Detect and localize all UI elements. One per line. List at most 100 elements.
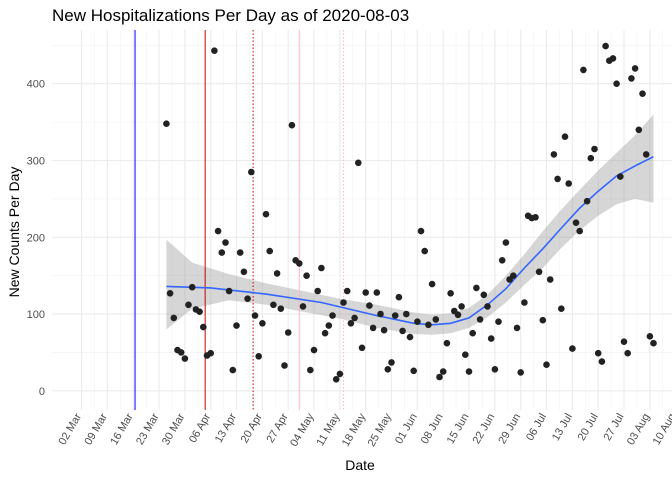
data-point: [373, 289, 381, 296]
data-point: [166, 290, 174, 297]
data-point: [347, 320, 355, 327]
x-axis-title: Date: [345, 457, 375, 473]
data-point: [462, 351, 469, 359]
data-point: [340, 299, 347, 306]
data-point: [207, 349, 214, 357]
data-point: [266, 247, 274, 255]
confidence-band: [166, 114, 654, 335]
data-point: [358, 344, 366, 352]
data-point: [200, 323, 207, 331]
data-point: [380, 326, 388, 334]
y-tick-label: 300: [27, 156, 45, 168]
data-point: [550, 151, 558, 158]
x-tick-label: 02 Mar: [57, 411, 85, 447]
data-point: [609, 55, 617, 62]
data-point: [395, 293, 403, 301]
data-point: [465, 368, 473, 375]
data-point: [284, 329, 292, 336]
data-point: [443, 339, 451, 347]
y-axis-ticks: 0 100 200 300 400: [27, 79, 45, 398]
data-point: [439, 368, 447, 375]
data-point: [543, 361, 550, 369]
data-point: [318, 264, 325, 272]
data-point: [277, 305, 285, 313]
data-point: [229, 366, 237, 374]
data-point: [255, 353, 262, 360]
data-point: [185, 301, 192, 309]
data-point: [403, 310, 410, 318]
data-point: [391, 312, 399, 319]
data-point: [484, 303, 491, 310]
data-point: [366, 302, 373, 309]
data-point: [273, 270, 281, 277]
data-point: [617, 173, 624, 180]
x-tick-label: 20 Jul: [576, 412, 601, 443]
data-point: [414, 318, 421, 326]
chart-title: New Hospitalizations Per Day as of 2020-…: [52, 6, 410, 25]
x-tick-label: 29 Jun: [496, 412, 523, 447]
x-tick-label: 08 Jun: [419, 412, 446, 447]
x-tick-label: 03 Aug: [625, 412, 653, 448]
data-point: [281, 362, 288, 369]
data-point: [598, 358, 606, 365]
data-point: [561, 133, 569, 140]
data-point: [325, 322, 333, 329]
data-point: [628, 75, 635, 82]
data-point: [613, 80, 620, 87]
data-point: [620, 338, 628, 346]
data-point: [425, 321, 432, 329]
data-point: [513, 324, 521, 332]
data-point: [517, 369, 524, 376]
data-point: [170, 314, 178, 322]
x-tick-label: 11 May: [314, 411, 342, 448]
data-point: [469, 329, 477, 337]
data-point: [248, 168, 255, 176]
data-point: [635, 126, 643, 134]
data-point: [436, 373, 443, 381]
x-tick-label: 10 Aug: [651, 412, 672, 448]
x-tick-label: 23 Mar: [134, 411, 162, 447]
data-point: [447, 290, 454, 297]
x-tick-label: 09 Mar: [82, 411, 110, 447]
data-point: [296, 260, 303, 267]
data-point: [454, 311, 462, 319]
data-point: [569, 345, 576, 352]
grid-minor: [52, 30, 672, 410]
x-tick-label: 15 Jun: [445, 411, 472, 446]
data-point: [369, 324, 377, 332]
data-point: [410, 367, 418, 375]
y-tick-label: 400: [27, 79, 45, 91]
data-point: [362, 289, 370, 296]
data-point: [332, 376, 340, 383]
x-tick-label: 27 Apr: [264, 411, 290, 445]
data-point: [487, 335, 495, 342]
x-tick-label: 04 May: [288, 411, 317, 449]
data-point: [343, 287, 351, 295]
data-point: [572, 219, 580, 226]
y-tick-label: 200: [27, 232, 45, 244]
data-point: [181, 355, 189, 362]
data-point: [321, 329, 329, 337]
data-point: [521, 299, 528, 306]
data-point: [458, 303, 465, 310]
data-point: [240, 268, 248, 276]
data-point: [594, 349, 602, 357]
data-point: [329, 312, 336, 319]
x-tick-label: 06 Jul: [524, 411, 549, 442]
x-tick-label: 22 Jun: [471, 412, 498, 447]
data-point: [177, 349, 185, 356]
data-point: [314, 287, 322, 295]
data-point: [351, 314, 358, 322]
data-point: [406, 333, 414, 341]
data-point: [476, 316, 484, 323]
data-point: [299, 303, 307, 310]
grid-major: [52, 30, 672, 410]
data-point: [587, 154, 595, 162]
data-point: [384, 366, 392, 373]
x-tick-label: 27 Jul: [602, 411, 627, 442]
x-tick-label: 20 Apr: [239, 411, 265, 445]
data-point: [650, 339, 657, 347]
data-point: [417, 227, 425, 235]
x-tick-label: 13 Jul: [550, 412, 575, 443]
